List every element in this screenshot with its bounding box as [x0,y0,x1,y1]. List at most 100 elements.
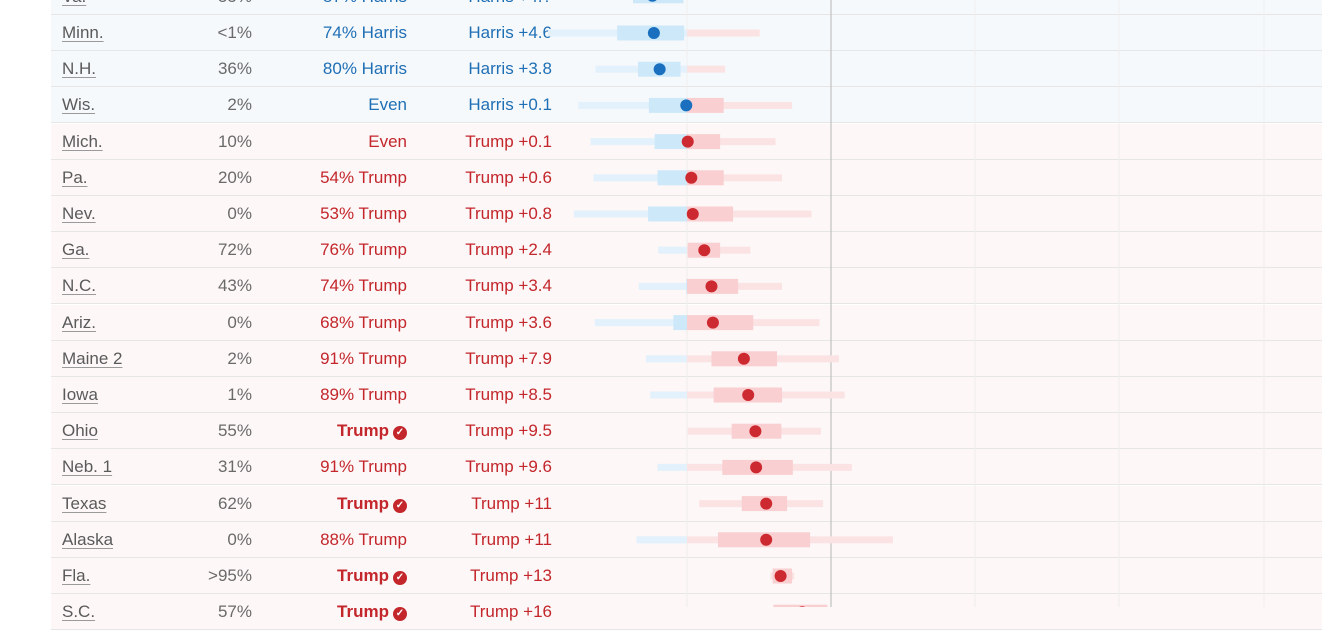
likely-range-bar [673,315,687,331]
reporting-pct: 55% [218,0,252,15]
margin-estimate: Trump +2.4 [465,240,552,260]
range-whisker [594,319,687,327]
estimate-dot [774,570,787,582]
win-chance-text: Trump [337,421,389,441]
state-link[interactable]: Ohio [62,421,98,441]
state-link[interactable]: Wis. [62,95,96,115]
win-chance: 54% Trump [320,160,407,196]
margin-estimate: Harris +4.? [468,0,552,15]
win-chance: Even [368,124,407,160]
margin-estimate: Harris +0.1 [468,95,552,115]
win-chance: Trump ✓ [337,558,407,594]
reporting-pct: <1% [217,23,253,42]
range-whisker [638,282,687,290]
win-chance-text: Trump [337,566,389,585]
state-link[interactable]: Va. [62,0,86,15]
margin-estimate: Trump +3.4 [465,276,552,296]
state-link[interactable]: Alaska [62,529,114,549]
margin-estimate: Trump +0.8 [465,204,552,223]
estimate-dot [698,244,711,257]
estimate-dot [760,533,773,546]
reporting-pct: 2% [227,95,252,115]
check-circle-icon: ✓ [393,571,407,585]
win-chance: Trump ✓ [337,486,407,522]
win-chance-text: 53% Trump [320,204,407,223]
state-link[interactable]: Neb. 1 [62,457,113,477]
reporting-pct: 0% [227,529,252,549]
estimate-dot [749,425,762,438]
range-whisker [687,210,812,218]
reporting-pct: 0% [227,312,252,332]
win-chance: Even [368,87,407,123]
estimate-dot [647,27,660,39]
win-chance-text: 87% Harris [323,0,407,6]
reporting-pct: 36% [217,59,252,79]
state-link[interactable]: N.H. [62,59,96,79]
margin-estimate: Trump +11 [471,529,552,549]
state-link[interactable]: Pa. [62,167,88,187]
range-whisker [687,29,760,37]
estimate-dot [648,0,657,2]
likely-range-bar [687,134,721,150]
check-circle-icon: ✓ [393,426,407,441]
win-chance-text: 89% Trump [320,385,407,404]
reporting-pct: 1% [227,385,252,404]
range-whisker [578,101,687,109]
win-chance-text: 88% Trump [320,529,407,549]
likely-range-bar [633,0,684,4]
reporting-pct: 2% [227,348,252,368]
estimate-dot [653,63,666,76]
margin-estimate: Trump +8.5 [465,385,552,404]
range-whisker [687,174,783,182]
reporting-pct: 10% [217,131,252,151]
win-chance-text: 76% Trump [320,240,407,260]
state-link[interactable]: N.C. [62,276,96,296]
range-whisker [573,210,687,218]
range-whisker [687,65,726,73]
estimate-dot [737,352,750,365]
win-chance: 76% Trump [320,232,407,268]
state-link[interactable]: Maine 2 [62,348,123,368]
likely-range-bar [687,315,754,331]
state-link[interactable]: Texas [62,493,107,513]
range-whisker [658,246,687,254]
state-link[interactable]: Mich. [62,131,103,151]
estimate-dot [760,497,773,510]
margin-estimate: Trump +9.5 [465,421,552,441]
range-whisker [657,463,687,471]
state-link[interactable]: Nev. [62,204,96,223]
win-chance-text: 74% Trump [320,276,407,296]
range-whisker [590,138,687,146]
margin-chart [548,0,1265,607]
reporting-pct: 62% [217,493,252,513]
win-chance-text: Trump [337,493,389,513]
win-chance-text: 74% Harris [322,23,407,42]
win-chance-text: 54% Trump [320,167,407,187]
win-chance: 53% Trump [320,196,407,232]
state-link[interactable]: Ariz. [62,312,96,332]
state-link[interactable]: Minn. [62,23,104,42]
win-chance-text: 91% Trump [320,348,407,368]
likely-range-bar [687,170,724,186]
state-link[interactable]: Iowa [62,385,98,404]
win-chance-text: Even [368,95,407,115]
likely-range-bar [686,278,687,294]
estimate-dot [680,99,693,112]
reporting-pct: 0% [227,204,252,223]
check-circle-icon: ✓ [393,498,407,513]
likely-range-bar [773,604,828,607]
win-chance: 87% Harris [323,0,407,15]
likely-range-bar [654,134,687,150]
likely-range-bar [648,97,687,113]
estimate-dot [681,135,694,148]
likely-range-bar [657,170,687,186]
win-chance: 89% Trump [320,377,407,413]
state-link[interactable]: Ga. [62,240,90,260]
margin-estimate: Trump +9.6 [465,457,552,477]
win-chance-text: Even [368,131,407,151]
estimate-dot [685,171,698,184]
win-chance-text: 80% Harris [322,59,407,79]
state-link[interactable]: Fla. [62,566,91,585]
range-whisker [593,174,687,182]
reporting-pct: 43% [217,276,252,296]
